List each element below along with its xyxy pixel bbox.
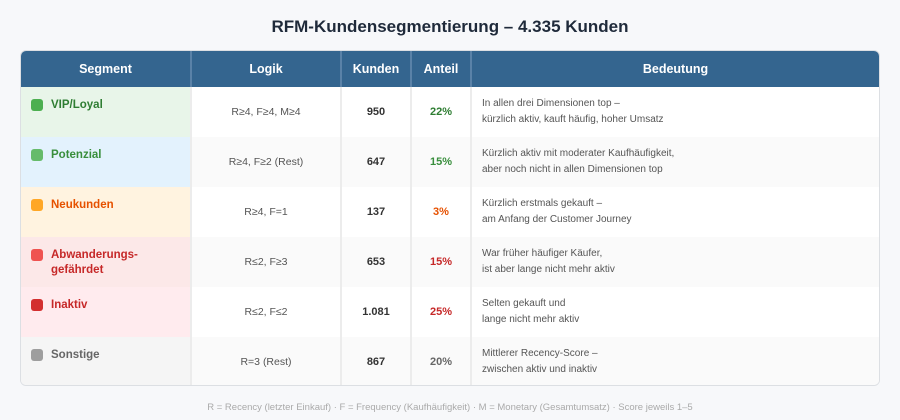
segment-name: Abwanderungs-gefährdet <box>51 249 138 276</box>
segment-color-swatch <box>31 249 43 261</box>
meaning-cell: Selten gekauft und lange nicht mehr aktiv <box>471 287 879 337</box>
meaning-cell: Mittlerer Recency-Score – zwischen aktiv … <box>471 337 879 385</box>
share-cell: 15% <box>411 237 472 287</box>
page-title: RFM-Kundensegmentierung – 4.335 Kunden <box>271 17 629 36</box>
segment-name: Sonstige <box>51 349 100 361</box>
table-header: Segment Logik Kunden Anteil Bedeutung <box>21 51 879 87</box>
segment-name: Inaktiv <box>51 299 88 311</box>
segment-cell: Sonstige <box>21 337 192 385</box>
logic-cell: R≥4, F=1 <box>191 187 342 237</box>
share-cell: 3% <box>411 187 472 237</box>
header-share: Anteil <box>411 51 472 87</box>
logic-cell: R≤2, F≥3 <box>191 237 342 287</box>
customers-cell: 867 <box>341 337 412 385</box>
segment-color-swatch <box>31 149 43 161</box>
meaning-line-1: War früher häufiger Käufer, <box>482 248 603 259</box>
meaning-line-2: zwischen aktiv und inaktiv <box>482 364 598 375</box>
meaning-cell: Kürzlich aktiv mit moderater Kaufhäufigk… <box>471 137 879 187</box>
segment-cell: Abwanderungs-gefährdet <box>21 237 192 287</box>
share-cell: 22% <box>411 87 472 137</box>
header-segment: Segment <box>21 51 192 87</box>
logic-cell: R≥4, F≥2 (Rest) <box>191 137 342 187</box>
customers-cell: 653 <box>341 237 412 287</box>
meaning-cell: Kürzlich erstmals gekauft – am Anfang der… <box>471 187 879 237</box>
table-row: Abwanderungs-gefährdet R≤2, F≥3 653 15% … <box>21 237 879 287</box>
meaning-line-1: In allen drei Dimensionen top – <box>482 98 620 109</box>
table-row: Inaktiv R≤2, F≤2 1.081 25% Selten gekauf… <box>21 287 879 337</box>
meaning-line-1: Kürzlich erstmals gekauft – <box>482 198 603 209</box>
customers-cell: 137 <box>341 187 412 237</box>
meaning-cell: In allen drei Dimensionen top – kürzlich … <box>471 87 879 137</box>
meaning-line-2: am Anfang der Customer Journey <box>482 214 632 225</box>
header-meaning: Bedeutung <box>471 51 879 87</box>
logic-cell: R≤2, F≤2 <box>191 287 342 337</box>
table-row: VIP/Loyal R≥4, F≥4, M≥4 950 22% In allen… <box>21 87 879 137</box>
meaning-line-2: kürzlich aktiv, kauft häufig, hoher Umsa… <box>482 114 664 125</box>
segment-name: Neukunden <box>51 199 114 211</box>
table-row: Neukunden R≥4, F=1 137 3% Kürzlich erstm… <box>21 187 879 237</box>
header-customers: Kunden <box>341 51 412 87</box>
header-logic: Logik <box>191 51 342 87</box>
segment-cell: VIP/Loyal <box>21 87 192 137</box>
meaning-line-1: Mittlerer Recency-Score – <box>482 348 598 359</box>
segment-name: Potenzial <box>51 149 102 161</box>
segment-color-swatch <box>31 99 43 111</box>
table-row: Potenzial R≥4, F≥2 (Rest) 647 15% Kürzli… <box>21 137 879 187</box>
share-cell: 20% <box>411 337 472 385</box>
segment-cell: Neukunden <box>21 187 192 237</box>
table-row: Sonstige R=3 (Rest) 867 20% Mittlerer Re… <box>21 337 879 385</box>
segment-cell: Inaktiv <box>21 287 192 337</box>
meaning-line-2: ist aber lange nicht mehr aktiv <box>482 264 615 275</box>
segment-table-card: Segment Logik Kunden Anteil Bedeutung VI… <box>20 50 880 386</box>
customers-cell: 647 <box>341 137 412 187</box>
segment-table: Segment Logik Kunden Anteil Bedeutung VI… <box>21 51 879 385</box>
segment-color-swatch <box>31 349 43 361</box>
segment-name: VIP/Loyal <box>51 99 103 111</box>
logic-cell: R=3 (Rest) <box>191 337 342 385</box>
segment-color-swatch <box>31 299 43 311</box>
share-cell: 15% <box>411 137 472 187</box>
segment-color-swatch <box>31 199 43 211</box>
customers-cell: 1.081 <box>341 287 412 337</box>
footnote: R = Recency (letzter Einkauf) · F = Freq… <box>207 402 693 413</box>
meaning-cell: War früher häufiger Käufer, ist aber lang… <box>471 237 879 287</box>
segment-cell: Potenzial <box>21 137 192 187</box>
meaning-line-1: Kürzlich aktiv mit moderater Kaufhäufigk… <box>482 148 675 159</box>
share-cell: 25% <box>411 287 472 337</box>
meaning-line-2: lange nicht mehr aktiv <box>482 314 580 325</box>
meaning-line-2: aber noch nicht in allen Dimensionen top <box>482 164 663 175</box>
logic-cell: R≥4, F≥4, M≥4 <box>191 87 342 137</box>
meaning-line-1: Selten gekauft und <box>482 298 566 309</box>
customers-cell: 950 <box>341 87 412 137</box>
